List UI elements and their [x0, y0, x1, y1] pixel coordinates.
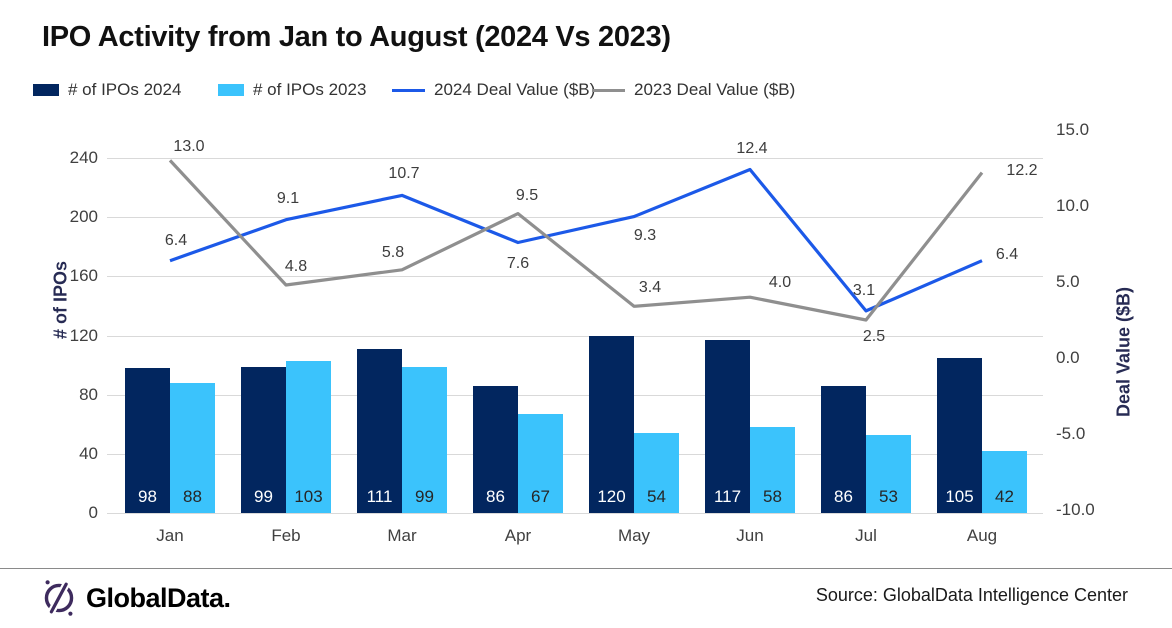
line-data-label: 12.4	[736, 139, 768, 157]
bar-2024-jun	[705, 339, 750, 513]
line-data-label: 2.5	[862, 328, 886, 345]
bar-value-label: 111	[366, 487, 393, 506]
x-axis-label: Aug	[966, 526, 998, 545]
bar-value-label: 103	[294, 487, 323, 506]
bar-2024-mar	[357, 348, 402, 513]
legend-item: 2024 Deal Value ($B)	[392, 80, 595, 100]
line-data-label: 9.5	[515, 186, 539, 204]
bar-value-label: 54	[647, 487, 666, 506]
right-axis-tick: 5.0	[1056, 272, 1080, 291]
globaldata-logo-icon	[44, 580, 74, 616]
bar-2024-may	[589, 335, 634, 513]
bar-value-label: 99	[415, 487, 434, 506]
bar-2024-aug	[937, 357, 982, 513]
left-axis-tick: 120	[69, 326, 98, 345]
gridline	[107, 513, 1043, 514]
legend-item: 2023 Deal Value ($B)	[592, 80, 795, 100]
bar-value-label: 86	[834, 487, 853, 506]
bar-2023-jan	[170, 382, 215, 513]
line-data-label: 3.1	[852, 281, 876, 299]
bar-value-label: 105	[945, 487, 974, 506]
bar-value-label: 86	[486, 487, 505, 506]
legend-swatch	[592, 88, 625, 92]
right-axis-tick: -10.0	[1056, 500, 1095, 519]
x-axis-label: May	[617, 526, 651, 545]
legend-swatch	[218, 84, 244, 96]
bar-value-label: 58	[763, 487, 782, 506]
bar-2023-mar	[402, 366, 447, 513]
right-axis-tick: -5.0	[1056, 424, 1086, 443]
bar-2024-jul	[821, 385, 866, 513]
line-data-label: 10.7	[388, 165, 420, 183]
legend-label: # of IPOs 2024	[68, 80, 182, 99]
left-axis-title: # of IPOs	[50, 260, 71, 340]
bar-value-label: 98	[138, 487, 157, 506]
x-axis-label: Mar	[387, 526, 417, 545]
legend-swatch	[33, 84, 59, 96]
bar-2024-apr	[473, 385, 518, 513]
bar-value-label: 42	[995, 487, 1014, 506]
bar-2023-aug	[982, 450, 1027, 513]
legend-label: # of IPOs 2023	[253, 80, 367, 99]
bar-2023-jun	[750, 427, 795, 513]
left-axis-tick: 240	[69, 148, 98, 167]
bar-2023-may	[634, 433, 679, 513]
x-axis-label: Jun	[736, 526, 764, 545]
bar-value-label: 117	[713, 487, 742, 506]
line-data-label: 12.2	[1006, 161, 1038, 179]
line-data-label: 9.3	[633, 226, 657, 244]
source-text: Source: GlobalData Intelligence Center	[815, 585, 1128, 605]
legend: # of IPOs 2024 # of IPOs 2023 2024 Deal Va…	[0, 80, 1172, 102]
line-data-label: 3.4	[638, 279, 662, 297]
x-axis-label: Feb	[271, 526, 301, 545]
right-axis-title: Deal Value ($B)	[1113, 286, 1134, 418]
legend-item: # of IPOs 2023	[218, 80, 366, 100]
gridline	[107, 276, 1043, 277]
x-axis-label: Jan	[156, 526, 184, 545]
legend-label: 2024 Deal Value ($B)	[434, 80, 596, 99]
line-data-label: 6.4	[995, 245, 1019, 263]
x-axis-label: Apr	[504, 526, 532, 545]
line-data-label: 4.0	[768, 274, 792, 292]
legend-label: 2023 Deal Value ($B)	[634, 80, 796, 99]
gridline	[107, 158, 1043, 159]
gridline	[107, 395, 1043, 396]
gridline	[107, 454, 1043, 455]
bar-2024-jan	[125, 368, 170, 513]
bar-2024-feb	[241, 366, 286, 513]
line-data-label: 9.1	[276, 189, 300, 207]
left-axis-tick: 200	[69, 207, 98, 226]
legend-item: # of IPOs 2024	[33, 80, 181, 100]
chart-title: IPO Activity from Jan to August (2024 Vs…	[42, 21, 671, 53]
bar-value-label: 120	[597, 487, 626, 506]
line-data-label: 4.8	[284, 258, 308, 276]
legend-swatch	[392, 88, 425, 92]
gridline	[107, 217, 1043, 218]
bar-2023-apr	[518, 413, 563, 513]
bar-2023-feb	[286, 360, 331, 513]
footer-divider	[0, 568, 1172, 569]
line-data-label: 5.8	[381, 243, 405, 261]
left-axis-tick: 0	[88, 503, 98, 522]
bar-value-label: 99	[254, 487, 273, 506]
line-data-label: 6.4	[164, 231, 188, 249]
x-axis-label: Jul	[855, 526, 877, 545]
left-axis-tick: 160	[69, 266, 98, 285]
globaldata-logo-text: GlobalData.	[86, 582, 231, 613]
bar-value-label: 53	[879, 487, 898, 506]
bar-value-label: 88	[183, 487, 202, 506]
right-axis-tick: 15.0	[1056, 120, 1090, 139]
left-axis-tick: 40	[79, 444, 98, 463]
gridline	[107, 336, 1043, 337]
bar-value-label: 67	[531, 487, 550, 506]
left-axis-tick: 80	[79, 385, 98, 404]
bar-2023-jul	[866, 434, 911, 513]
right-axis-tick: 0.0	[1056, 348, 1080, 367]
line-data-label: 7.6	[506, 255, 530, 273]
right-axis-tick: 10.0	[1056, 196, 1090, 215]
globaldata-logo: GlobalData.	[40, 578, 231, 618]
line-data-label: 13.0	[173, 138, 205, 156]
